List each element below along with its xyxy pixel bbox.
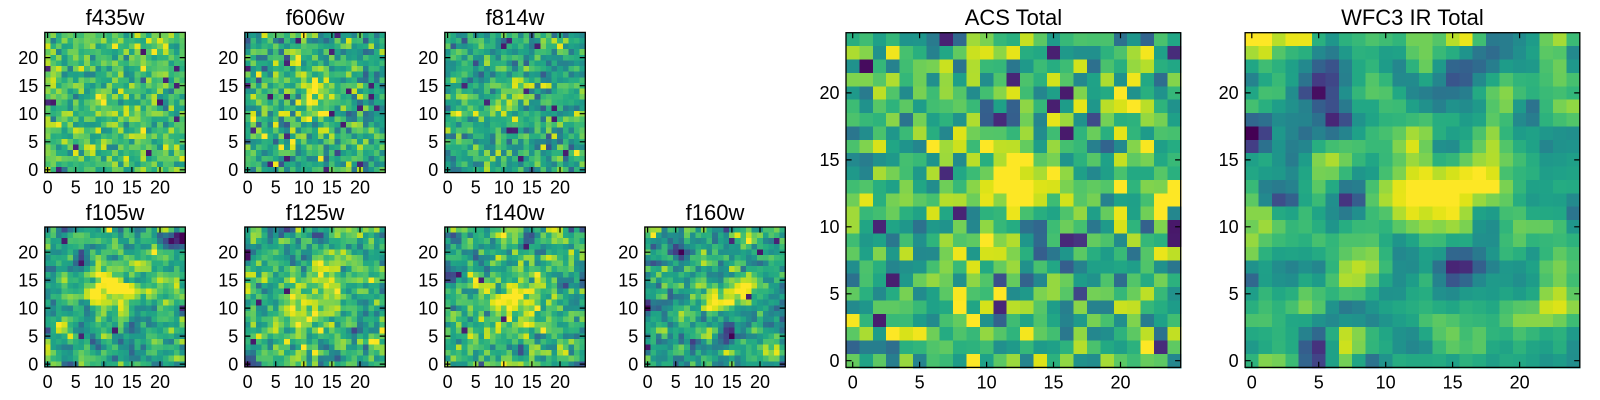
- svg-text:0: 0: [428, 354, 438, 374]
- svg-text:5: 5: [71, 372, 81, 392]
- svg-text:5: 5: [228, 326, 238, 346]
- svg-text:20: 20: [150, 178, 170, 198]
- svg-text:f105w: f105w: [86, 200, 145, 225]
- svg-text:0: 0: [643, 372, 653, 392]
- svg-text:20: 20: [150, 372, 170, 392]
- svg-text:10: 10: [18, 104, 38, 124]
- svg-text:5: 5: [628, 326, 638, 346]
- svg-text:0: 0: [628, 354, 638, 374]
- svg-text:0: 0: [28, 354, 38, 374]
- svg-text:5: 5: [671, 372, 681, 392]
- svg-text:0: 0: [428, 160, 438, 180]
- svg-text:10: 10: [294, 372, 314, 392]
- svg-text:20: 20: [18, 243, 38, 263]
- svg-text:15: 15: [18, 271, 38, 291]
- svg-text:20: 20: [418, 48, 438, 68]
- svg-text:10: 10: [294, 178, 314, 198]
- svg-text:20: 20: [350, 178, 370, 198]
- svg-text:20: 20: [18, 48, 38, 68]
- svg-text:10: 10: [418, 298, 438, 318]
- svg-text:10: 10: [494, 372, 514, 392]
- svg-text:5: 5: [71, 178, 81, 198]
- svg-text:20: 20: [550, 178, 570, 198]
- svg-text:20: 20: [218, 243, 238, 263]
- svg-text:5: 5: [271, 372, 281, 392]
- svg-text:5: 5: [471, 178, 481, 198]
- svg-text:15: 15: [418, 271, 438, 291]
- svg-text:15: 15: [218, 271, 238, 291]
- svg-text:15: 15: [618, 271, 638, 291]
- svg-text:f125w: f125w: [286, 200, 345, 225]
- svg-text:0: 0: [443, 372, 453, 392]
- svg-text:15: 15: [522, 178, 542, 198]
- svg-text:15: 15: [322, 372, 342, 392]
- svg-text:10: 10: [494, 178, 514, 198]
- svg-text:15: 15: [722, 372, 742, 392]
- svg-text:0: 0: [243, 178, 253, 198]
- svg-text:20: 20: [550, 372, 570, 392]
- svg-text:15: 15: [122, 178, 142, 198]
- svg-text:5: 5: [228, 132, 238, 152]
- svg-text:0: 0: [28, 160, 38, 180]
- svg-text:15: 15: [122, 372, 142, 392]
- svg-text:f140w: f140w: [486, 200, 545, 225]
- svg-text:10: 10: [18, 298, 38, 318]
- svg-text:f435w: f435w: [86, 5, 145, 30]
- svg-text:15: 15: [218, 76, 238, 96]
- svg-text:15: 15: [522, 372, 542, 392]
- svg-text:20: 20: [618, 243, 638, 263]
- svg-text:10: 10: [618, 298, 638, 318]
- svg-text:5: 5: [28, 132, 38, 152]
- svg-text:5: 5: [428, 326, 438, 346]
- svg-text:5: 5: [28, 326, 38, 346]
- svg-text:0: 0: [443, 178, 453, 198]
- svg-text:15: 15: [418, 76, 438, 96]
- svg-text:10: 10: [694, 372, 714, 392]
- svg-text:f606w: f606w: [286, 5, 345, 30]
- svg-text:20: 20: [750, 372, 770, 392]
- svg-text:10: 10: [94, 178, 114, 198]
- svg-text:0: 0: [43, 178, 53, 198]
- svg-text:5: 5: [471, 372, 481, 392]
- svg-text:10: 10: [94, 372, 114, 392]
- svg-text:20: 20: [350, 372, 370, 392]
- svg-text:10: 10: [218, 104, 238, 124]
- svg-text:15: 15: [322, 178, 342, 198]
- svg-text:0: 0: [228, 354, 238, 374]
- svg-text:f160w: f160w: [686, 200, 745, 225]
- svg-text:f814w: f814w: [486, 5, 545, 30]
- svg-text:5: 5: [271, 178, 281, 198]
- svg-text:10: 10: [418, 104, 438, 124]
- svg-text:20: 20: [218, 48, 238, 68]
- svg-text:0: 0: [43, 372, 53, 392]
- svg-text:0: 0: [228, 160, 238, 180]
- svg-text:0: 0: [243, 372, 253, 392]
- svg-text:15: 15: [18, 76, 38, 96]
- svg-text:20: 20: [418, 243, 438, 263]
- svg-text:5: 5: [428, 132, 438, 152]
- svg-text:10: 10: [218, 298, 238, 318]
